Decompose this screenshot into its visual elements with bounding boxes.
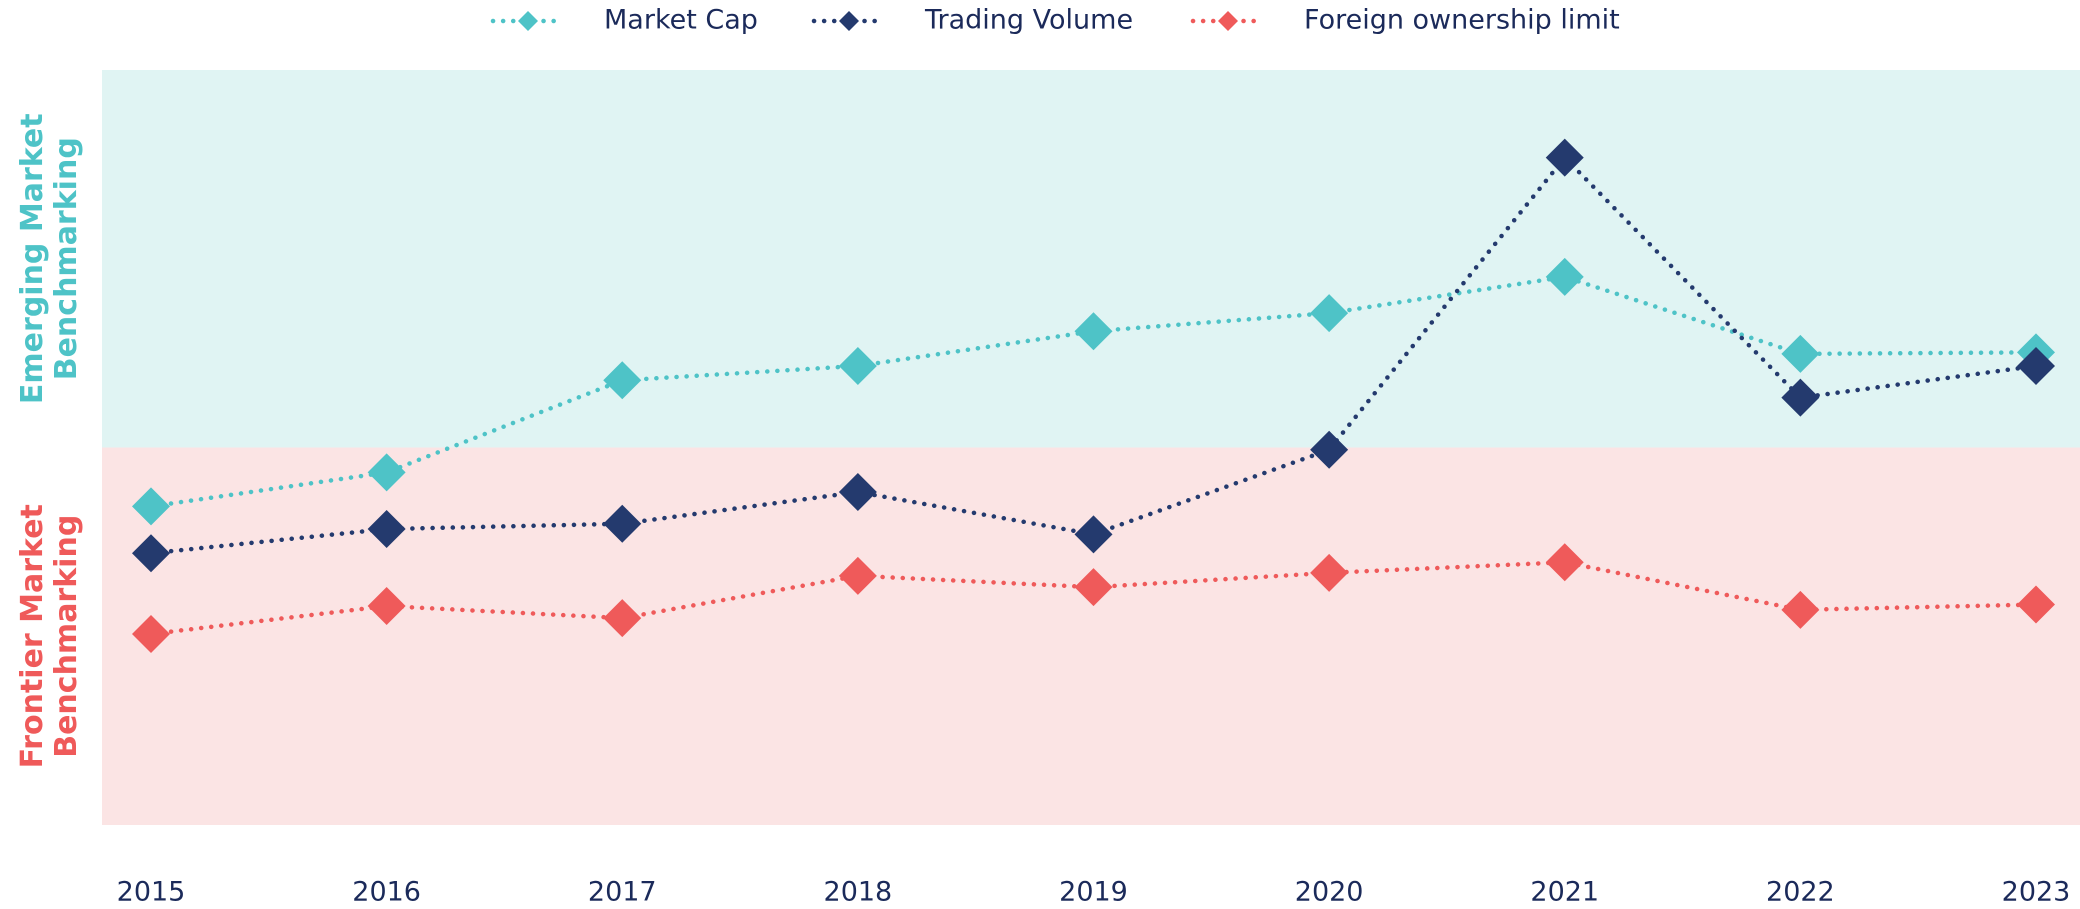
point-marker bbox=[1310, 553, 1349, 592]
band-label-line: Frontier Market bbox=[15, 504, 50, 768]
band-label-line: Emerging Market bbox=[15, 113, 50, 404]
point-marker bbox=[367, 587, 406, 626]
band-label: Emerging MarketBenchmarking bbox=[15, 113, 84, 404]
band bbox=[102, 447, 2080, 825]
point-marker bbox=[367, 510, 406, 549]
point-marker bbox=[603, 361, 642, 400]
point-marker bbox=[603, 504, 642, 543]
legend-text: Trading Volume bbox=[924, 5, 1133, 36]
band bbox=[102, 70, 2080, 448]
point-marker bbox=[1545, 257, 1584, 296]
point-marker bbox=[1781, 378, 1820, 417]
point-marker bbox=[1545, 138, 1584, 177]
point-marker bbox=[1074, 312, 1113, 351]
x-tick-label: 2016 bbox=[352, 877, 421, 908]
band-label-line: Benchmarking bbox=[49, 515, 84, 758]
x-tick-label: 2018 bbox=[824, 877, 893, 908]
legend-marker bbox=[518, 11, 538, 31]
point-marker bbox=[838, 473, 877, 512]
x-tick-label: 2023 bbox=[2002, 877, 2071, 908]
point-marker bbox=[367, 453, 406, 492]
point-marker bbox=[1074, 568, 1113, 607]
legend-text: Market Cap bbox=[604, 5, 758, 36]
x-tick-label: 2022 bbox=[1766, 877, 1835, 908]
x-tick-label: 2015 bbox=[117, 877, 186, 908]
point-marker bbox=[1074, 515, 1113, 554]
point-marker bbox=[132, 614, 170, 653]
series-line bbox=[148, 274, 2039, 509]
band-label-line: Benchmarking bbox=[49, 137, 84, 380]
point-marker bbox=[838, 346, 877, 385]
point-marker bbox=[2017, 585, 2055, 624]
point-marker bbox=[1310, 294, 1349, 333]
x-tick-label: 2019 bbox=[1059, 877, 1128, 908]
point-marker bbox=[838, 556, 877, 595]
point-marker bbox=[1545, 543, 1584, 582]
legend-marker bbox=[1218, 11, 1238, 31]
x-tick-label: 2021 bbox=[1530, 877, 1599, 908]
point-marker bbox=[1781, 590, 1820, 629]
point-marker bbox=[603, 599, 642, 638]
legend-marker bbox=[839, 11, 859, 31]
point-marker bbox=[132, 487, 170, 526]
point-marker bbox=[1781, 334, 1820, 373]
point-marker bbox=[1310, 430, 1349, 469]
x-tick-label: 2020 bbox=[1295, 877, 1364, 908]
x-tick-label: 2017 bbox=[588, 877, 657, 908]
legend-text: Foreign ownership limit bbox=[1304, 5, 1620, 36]
band-label: Frontier MarketBenchmarking bbox=[15, 504, 84, 768]
point-marker bbox=[2017, 346, 2055, 385]
point-marker bbox=[132, 534, 170, 573]
